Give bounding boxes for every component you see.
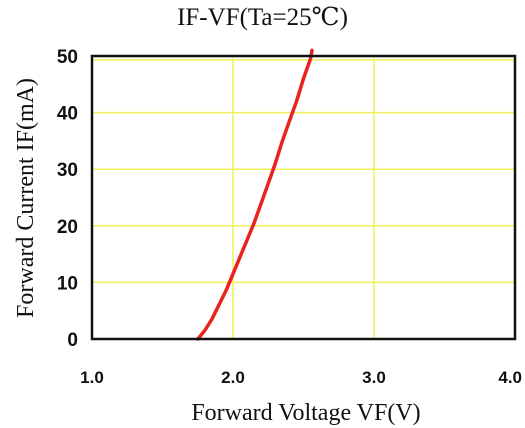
- y-tick-label: 10: [57, 273, 78, 294]
- x-tick-labels: 1.0 2.0 3.0 4.0: [80, 368, 522, 387]
- x-tick-label: 4.0: [498, 368, 522, 387]
- x-tick-label: 3.0: [362, 368, 386, 387]
- x-tick-label: 1.0: [80, 368, 104, 387]
- series-layer: [196, 48, 314, 341]
- plot-frame: [90, 54, 517, 341]
- y-tick-label: 20: [57, 217, 78, 238]
- chart-title: IF-VF(Ta=25℃): [177, 4, 348, 31]
- y-tick-label: 40: [57, 104, 78, 125]
- y-tick-label: 30: [57, 160, 78, 181]
- x-axis-label: Forward Voltage VF(V): [191, 400, 420, 426]
- if-vf-curve: [196, 48, 314, 341]
- y-axis-label: Forward Current IF(mA): [13, 78, 39, 318]
- y-tick-labels: 0 10 20 30 40 50: [57, 47, 78, 351]
- y-tick-label: 50: [57, 47, 78, 68]
- x-tick-label: 2.0: [221, 368, 245, 387]
- grid-layer: [92, 56, 515, 339]
- y-tick-label: 0: [67, 330, 78, 351]
